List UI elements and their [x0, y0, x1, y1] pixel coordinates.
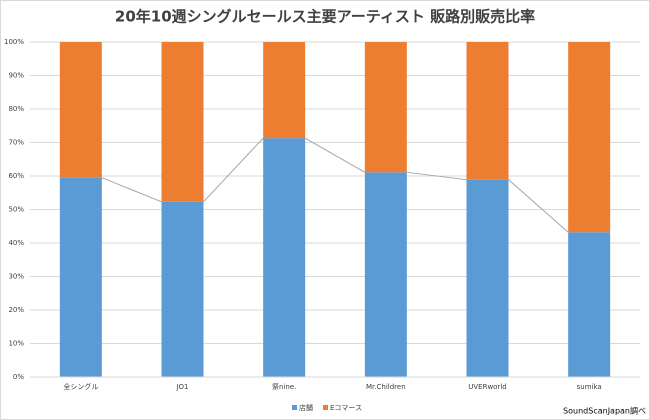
x-tick-label: JO1	[175, 383, 188, 391]
bar-segment	[59, 177, 102, 377]
bar-segment	[161, 201, 204, 377]
x-tick-label: UVERworld	[468, 383, 506, 391]
chart-title: 20年10週シングルセールス主要アーティスト 販路別販売比率	[115, 8, 535, 26]
y-tick-label: 100%	[4, 38, 24, 46]
legend-label: 店舗	[299, 403, 313, 412]
y-tick-label: 20%	[8, 306, 24, 314]
series-line	[304, 137, 366, 173]
y-tick-label: 80%	[8, 105, 24, 113]
y-tick-label: 0%	[13, 373, 24, 381]
y-tick-label: 60%	[8, 172, 24, 180]
bar-segment	[364, 172, 407, 377]
bar-segment	[263, 138, 306, 377]
bar-segment	[263, 42, 306, 139]
series-line	[508, 179, 569, 233]
y-tick-label: 70%	[8, 139, 24, 147]
y-tick-label: 30%	[8, 273, 24, 281]
x-tick-label: 祭nine.	[272, 382, 296, 391]
x-tick-label: sumika	[577, 383, 602, 391]
series-line	[406, 171, 467, 181]
bar-segment	[466, 42, 509, 180]
bar-segment	[161, 42, 204, 202]
source-note: SoundScanJapan調べ	[563, 406, 646, 416]
bar-segment	[466, 179, 509, 377]
legend-swatch	[323, 405, 328, 410]
x-tick-label: Mr.Children	[366, 383, 406, 391]
bar-segment	[568, 42, 611, 233]
series-line	[101, 177, 162, 203]
series-line	[203, 137, 264, 203]
y-tick-label: 10%	[8, 340, 24, 348]
y-tick-label: 90%	[8, 72, 24, 80]
legend-label: Eコマース	[330, 404, 362, 412]
legend-swatch	[292, 405, 297, 410]
x-tick-label: 全シングル	[63, 382, 98, 391]
bar-segment	[364, 42, 407, 173]
bar-segment	[59, 42, 102, 178]
bar-segment	[568, 232, 611, 377]
y-tick-label: 50%	[8, 206, 24, 214]
y-tick-label: 40%	[8, 239, 24, 247]
